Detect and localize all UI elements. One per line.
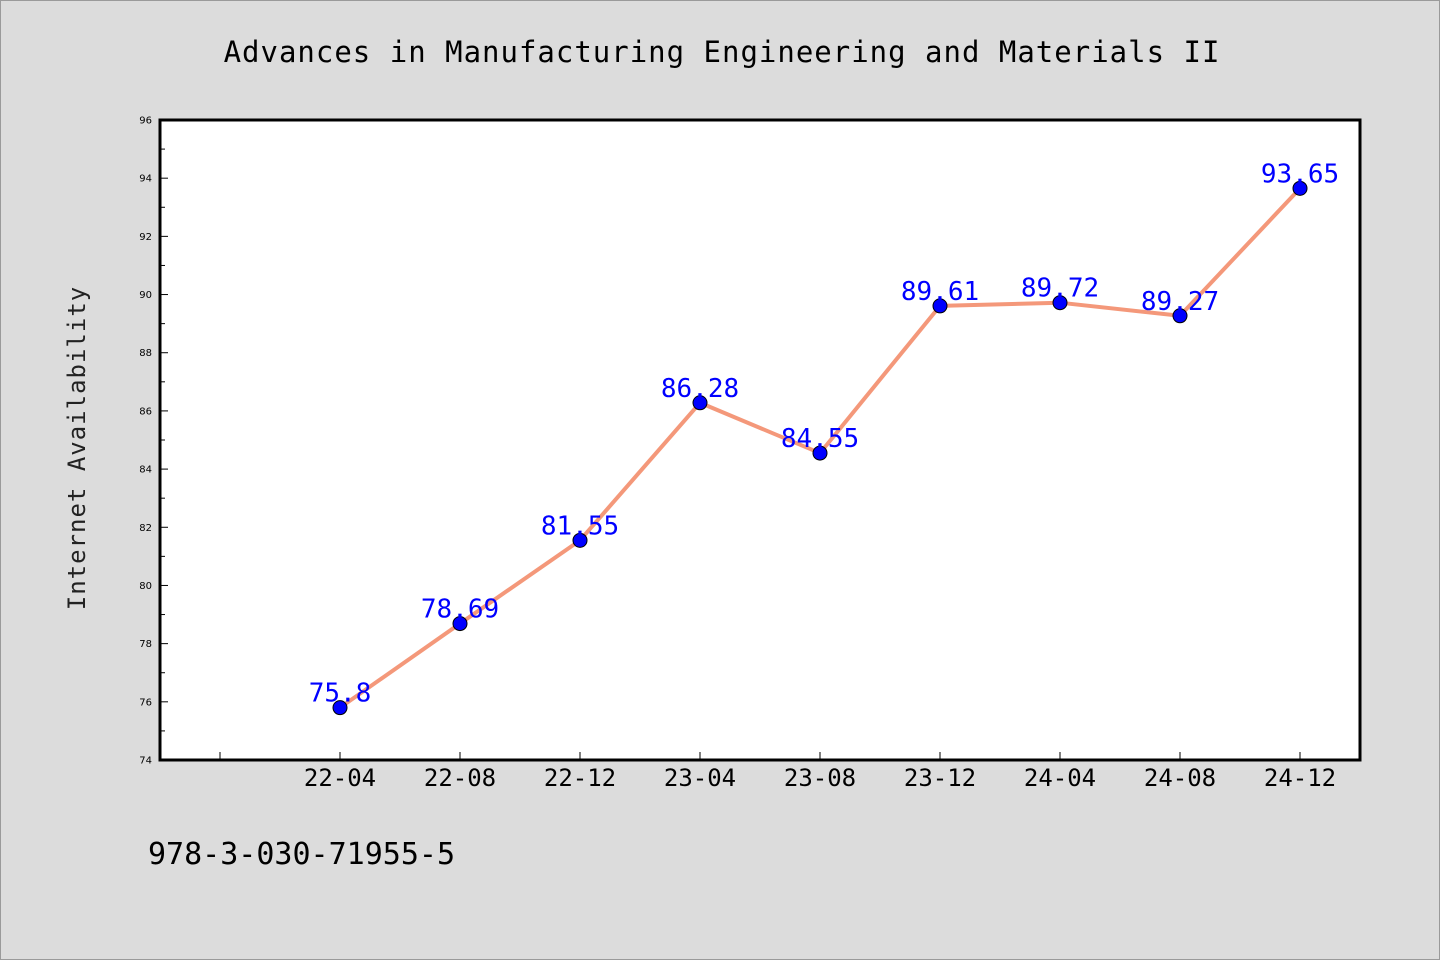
x-tick-label: 22-12 xyxy=(544,764,616,792)
data-point xyxy=(1052,295,1068,311)
data-point xyxy=(812,445,828,461)
data-label: 89.61 xyxy=(901,277,979,307)
y-tick-label: 86 xyxy=(139,406,152,417)
y-tick-label: 84 xyxy=(139,465,152,476)
y-tick-label: 78 xyxy=(139,639,152,650)
data-label: 78.69 xyxy=(421,595,499,625)
data-point xyxy=(572,532,588,548)
y-tick-label: 90 xyxy=(139,290,152,301)
plot-frame xyxy=(158,118,1362,762)
chart-title: Advances in Manufacturing Engineering an… xyxy=(224,35,1221,69)
data-point xyxy=(1292,180,1308,196)
y-tick-label: 92 xyxy=(139,232,152,243)
data-label: 89.27 xyxy=(1141,287,1219,317)
x-tick-label: 24-04 xyxy=(1024,764,1096,792)
y-tick-label: 96 xyxy=(139,116,152,127)
data-point xyxy=(332,700,348,716)
x-tick-label: 23-08 xyxy=(784,764,856,792)
series-internet-availability: 75.8 78.69 81.55 86.28 84.55 89.61 89.72 89.27 9… xyxy=(309,159,1339,716)
data-point xyxy=(452,616,468,632)
x-tick-label: 22-04 xyxy=(304,764,376,792)
x-tick-label: 24-08 xyxy=(1144,764,1216,792)
data-label: 93.65 xyxy=(1261,159,1339,189)
y-tick-label: 88 xyxy=(139,348,152,359)
y-tick-label: 80 xyxy=(139,581,152,592)
data-point xyxy=(692,395,708,411)
y-axis-label: Internet Availability xyxy=(63,286,91,610)
data-label: 86.28 xyxy=(661,374,739,404)
x-tick-label: 23-12 xyxy=(904,764,976,792)
x-tick-label: 24-12 xyxy=(1264,764,1336,792)
data-point xyxy=(932,298,948,314)
data-point xyxy=(1172,308,1188,324)
footer-isbn: 978-3-030-71955-5 xyxy=(148,837,455,872)
x-tick-label: 23-04 xyxy=(664,764,736,792)
data-label: 75.8 xyxy=(309,679,372,709)
x-tick-label: 22-08 xyxy=(424,764,496,792)
data-label: 89.72 xyxy=(1021,274,1099,304)
y-tick-label: 82 xyxy=(139,523,152,534)
y-tick-label: 94 xyxy=(139,174,152,185)
y-tick-label: 76 xyxy=(139,697,152,708)
x-axis: 22-04 22-08 22-12 23-04 23-08 23-12 24-04 24-08… xyxy=(219,752,1336,792)
data-label: 81.55 xyxy=(541,511,619,541)
y-axis: 74 76 78 80 82 84 86 88 90 92 94 96 xyxy=(139,116,168,767)
data-label: 84.55 xyxy=(781,424,859,454)
plot-area xyxy=(160,120,1360,760)
y-tick-label: 74 xyxy=(139,756,152,767)
